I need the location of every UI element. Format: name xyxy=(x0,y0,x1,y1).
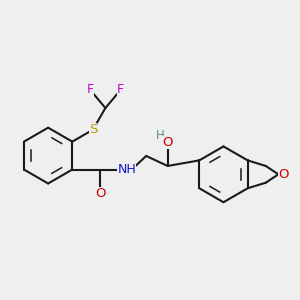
Text: O: O xyxy=(278,168,289,181)
Text: F: F xyxy=(87,83,94,96)
Text: O: O xyxy=(95,187,106,200)
Text: NH: NH xyxy=(117,163,136,176)
Text: O: O xyxy=(162,136,173,149)
Text: S: S xyxy=(89,123,97,136)
Text: H: H xyxy=(156,129,165,142)
Text: F: F xyxy=(117,83,124,96)
